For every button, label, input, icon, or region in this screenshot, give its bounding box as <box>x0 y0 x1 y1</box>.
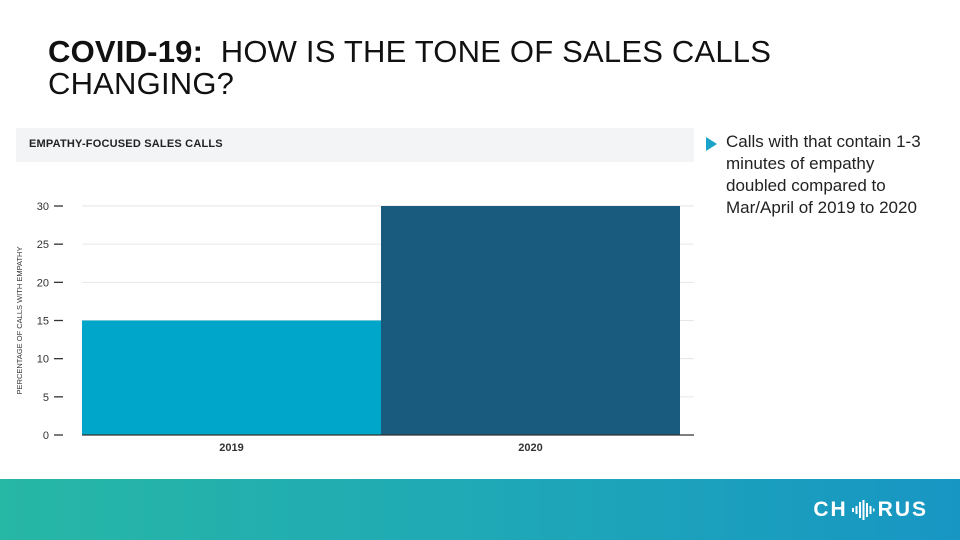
bar-2020 <box>381 206 680 435</box>
bar-chart: 0 5 10 15 20 25 30 2019 2020 PERCENTAGE OF CALLS … <box>16 201 694 454</box>
y-tick-label: 25 <box>37 239 49 251</box>
y-tick-label: 20 <box>37 277 49 289</box>
y-tick-label: 15 <box>37 316 49 328</box>
bullet-arrow-icon <box>706 137 717 151</box>
x-tick-label: 2020 <box>518 442 542 454</box>
title-bold: COVID-19: <box>48 34 204 69</box>
page-title: COVID-19: HOW IS THE TONE OF SALES CALLS… <box>48 36 908 100</box>
y-tick-label: 10 <box>37 354 49 366</box>
chart-header: EMPATHY-FOCUSED SALES CALLS <box>16 128 694 162</box>
title-rest: HOW IS THE TONE OF SALES CALLS CHANGING? <box>48 34 772 101</box>
chorus-logo: CH RUS <box>813 498 928 522</box>
x-tick-label: 2019 <box>219 442 243 454</box>
sound-wave-icon <box>851 500 875 520</box>
y-tick-label: 30 <box>37 201 49 213</box>
y-tick-label: 0 <box>43 430 49 442</box>
logo-text-left: CH <box>813 498 848 521</box>
logo-text-right: RUS <box>877 498 928 521</box>
y-axis-label: PERCENTAGE OF CALLS WITH EMPATHY <box>16 247 24 395</box>
bullet-text: Calls with that contain 1-3 minutes of e… <box>726 132 921 217</box>
chart-panel: EMPATHY-FOCUSED SALES CALLS 0 5 10 15 20 25 30… <box>16 128 694 458</box>
bar-2019 <box>82 320 381 435</box>
chart-title: EMPATHY-FOCUSED SALES CALLS <box>29 138 223 150</box>
footer-bar: CH RUS <box>0 479 960 540</box>
y-tick-label: 5 <box>43 392 49 404</box>
